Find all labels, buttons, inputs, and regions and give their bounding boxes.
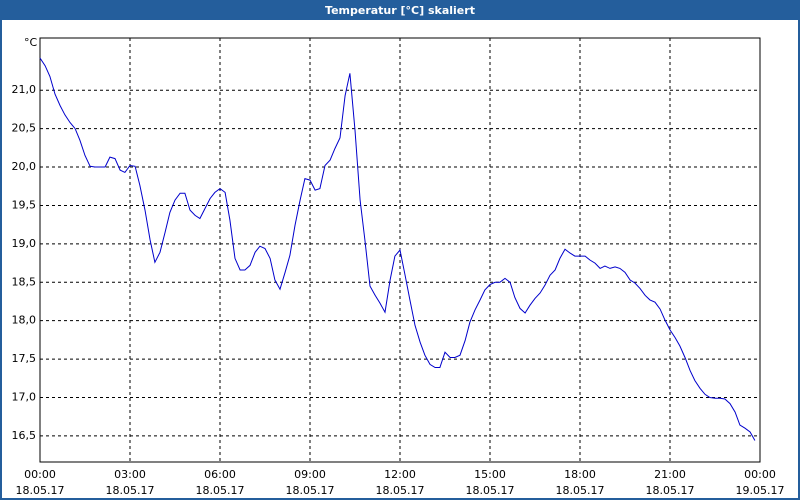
data-line — [39, 57, 756, 441]
y-tick-label: 19,5 — [12, 198, 37, 211]
x-tick-label: 15:00 — [474, 468, 506, 481]
y-axis-unit: °C — [24, 36, 38, 49]
x-tick-date: 18.05.17 — [106, 484, 155, 497]
y-tick-label: 19,0 — [12, 237, 37, 250]
y-tick-label: 18,0 — [12, 314, 37, 327]
x-tick-date: 18.05.17 — [646, 484, 695, 497]
x-tick-label: 09:00 — [294, 468, 326, 481]
x-tick-label: 18:00 — [564, 468, 596, 481]
window-body — [2, 20, 798, 498]
x-tick-date: 19.05.17 — [736, 484, 785, 497]
x-tick-date: 18.05.17 — [16, 484, 65, 497]
x-tick-date: 18.05.17 — [556, 484, 605, 497]
y-tick-label: 17,0 — [12, 390, 37, 403]
x-tick-label: 12:00 — [384, 468, 416, 481]
y-tick-label: 16,5 — [12, 429, 37, 442]
y-tick-label: 20,0 — [12, 160, 37, 173]
y-tick-label: 20,5 — [12, 122, 37, 135]
x-tick-label: 03:00 — [114, 468, 146, 481]
x-tick-label: 21:00 — [654, 468, 686, 481]
x-tick-label: 00:00 — [24, 468, 56, 481]
y-tick-label: 18,5 — [12, 275, 37, 288]
x-tick-date: 18.05.17 — [466, 484, 515, 497]
y-tick-label: 17,5 — [12, 352, 37, 365]
x-tick-date: 18.05.17 — [376, 484, 425, 497]
x-tick-label: 00:00 — [744, 468, 776, 481]
x-tick-date: 18.05.17 — [286, 484, 335, 497]
y-tick-label: 21,0 — [12, 83, 37, 96]
x-tick-date: 18.05.17 — [196, 484, 245, 497]
x-tick-label: 06:00 — [204, 468, 236, 481]
chart-title: Temperatur [°C] skaliert — [325, 4, 475, 17]
